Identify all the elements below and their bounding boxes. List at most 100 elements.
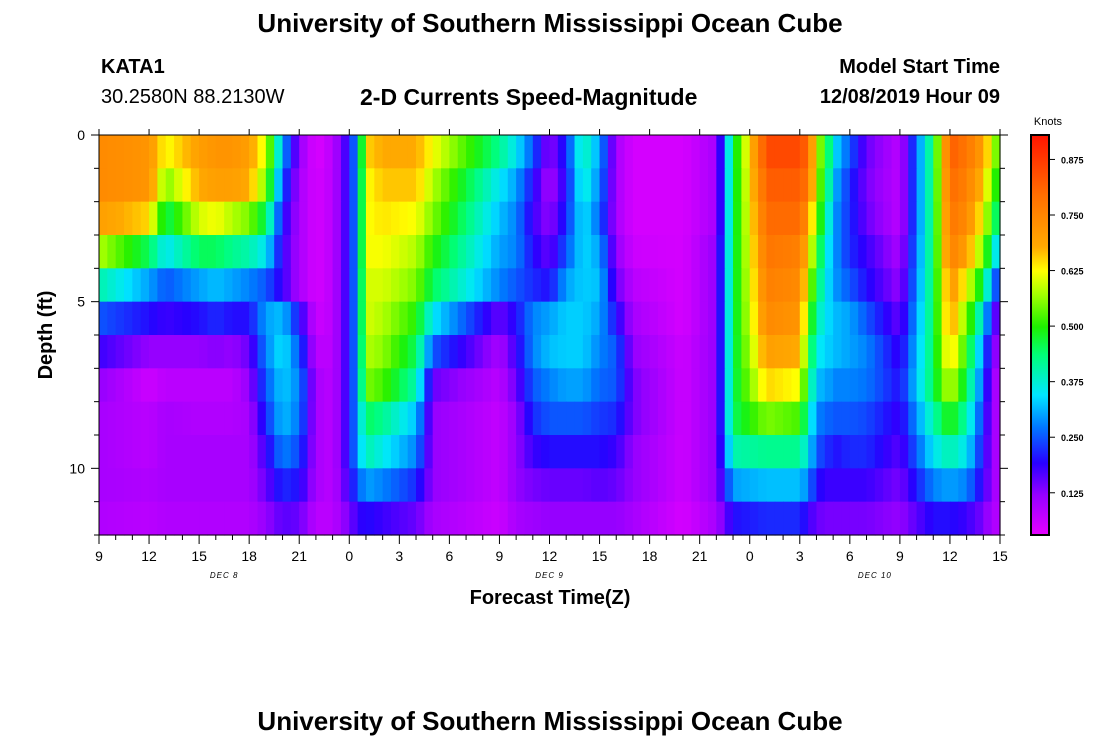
heatmap-cell (365, 401, 375, 436)
heatmap-cell (165, 435, 175, 469)
heatmap-cell (716, 235, 726, 269)
heatmap-cell (591, 401, 601, 436)
heatmap-cell (607, 168, 617, 203)
heatmap-cell (774, 301, 784, 336)
heatmap-cell (307, 168, 317, 203)
x-tick-label: 3 (796, 548, 804, 564)
heatmap-cell (507, 335, 517, 369)
heatmap-cell (407, 201, 417, 236)
heatmap-cell (691, 168, 701, 203)
heatmap-cell (441, 368, 450, 403)
heatmap-cell (641, 235, 651, 269)
heatmap-cell (616, 468, 626, 503)
heatmap-cell (340, 501, 350, 536)
heatmap-cell (949, 335, 959, 369)
heatmap-cell (883, 268, 893, 303)
heatmap-cell (466, 268, 476, 303)
heatmap-cell (282, 335, 292, 369)
heatmap-cell (466, 468, 476, 503)
heatmap-cell (99, 168, 108, 203)
heatmap-cell (933, 268, 943, 303)
heatmap-cell (516, 435, 526, 469)
heatmap-cell (883, 501, 893, 536)
heatmap-cell (449, 301, 459, 336)
heatmap-cell (549, 335, 559, 369)
heatmap-cell (724, 268, 734, 303)
heatmap-cell (949, 301, 959, 336)
heatmap-cell (474, 301, 484, 336)
heatmap-cell (891, 368, 901, 403)
heatmap-cell (290, 168, 300, 203)
heatmap-cell (699, 368, 709, 403)
heatmap-cell (749, 435, 759, 469)
heatmap-cell (883, 468, 893, 503)
heatmap-cell (207, 368, 217, 403)
heatmap-cell (808, 335, 818, 369)
heatmap-cell (282, 501, 292, 536)
heatmap-cell (532, 168, 542, 203)
heatmap-cell (674, 201, 684, 236)
heatmap-cell (224, 368, 234, 403)
heatmap-cell (824, 468, 834, 503)
heatmap-cell (591, 368, 601, 403)
heatmap-cell (174, 135, 184, 169)
heatmap-cell (958, 401, 968, 436)
x-tick-label: 15 (592, 548, 608, 564)
heatmap-cell (691, 501, 701, 536)
heatmap-cell (791, 435, 801, 469)
heatmap-cell (115, 368, 125, 403)
heatmap-cell (265, 201, 275, 236)
heatmap-cell (182, 235, 192, 269)
heatmap-cell (983, 235, 993, 269)
heatmap-cell (899, 301, 909, 336)
heatmap-cell (282, 368, 292, 403)
heatmap-cell (866, 301, 876, 336)
heatmap-cell (390, 435, 400, 469)
date-label: DEC 9 (535, 571, 564, 580)
heatmap-cell (182, 435, 192, 469)
heatmap-cell (641, 501, 651, 536)
heatmap-cell (140, 501, 150, 536)
y-axis-label: Depth (ft) (35, 291, 57, 380)
heatmap-cell (416, 501, 425, 536)
heatmap-cell (966, 368, 976, 403)
heatmap-cell (190, 235, 200, 269)
heatmap-cell (357, 135, 367, 169)
colorbar-tick-label: 0.750 (1061, 211, 1084, 221)
heatmap-cell (249, 435, 259, 469)
heatmap-cell (265, 135, 275, 169)
heatmap-cell (349, 201, 359, 236)
heatmap-cell (549, 168, 559, 203)
heatmap-cell (874, 168, 884, 203)
heatmap-cell (265, 335, 275, 369)
heatmap-cell (799, 368, 809, 403)
heatmap-cell (666, 135, 676, 169)
heatmap-cell (424, 401, 434, 436)
heatmap-cell (858, 501, 868, 536)
heatmap-cell (791, 401, 801, 436)
heatmap-cell (666, 268, 676, 303)
heatmap-cell (699, 268, 709, 303)
heatmap-cell (749, 168, 759, 203)
heatmap-cell (149, 168, 158, 203)
heatmap-cell (616, 135, 626, 169)
heatmap-cell (307, 468, 317, 503)
heatmap-cell (332, 501, 342, 536)
heatmap-cell (582, 135, 592, 169)
heatmap-cell (699, 401, 709, 436)
heatmap-cell (783, 168, 793, 203)
heatmap-cell (824, 168, 834, 203)
heatmap-cell (215, 401, 225, 436)
heatmap-cell (257, 301, 267, 336)
heatmap-cell (816, 335, 826, 369)
heatmap-cell (741, 235, 751, 269)
heatmap-cell (574, 235, 584, 269)
heatmap-cell (140, 201, 150, 236)
heatmap-cell (240, 268, 250, 303)
heatmap-cell (708, 135, 717, 169)
heatmap-cell (457, 435, 467, 469)
heatmap-cell (941, 268, 951, 303)
heatmap-cell (724, 401, 734, 436)
heatmap-cell (349, 468, 359, 503)
heatmap-cell (858, 335, 868, 369)
